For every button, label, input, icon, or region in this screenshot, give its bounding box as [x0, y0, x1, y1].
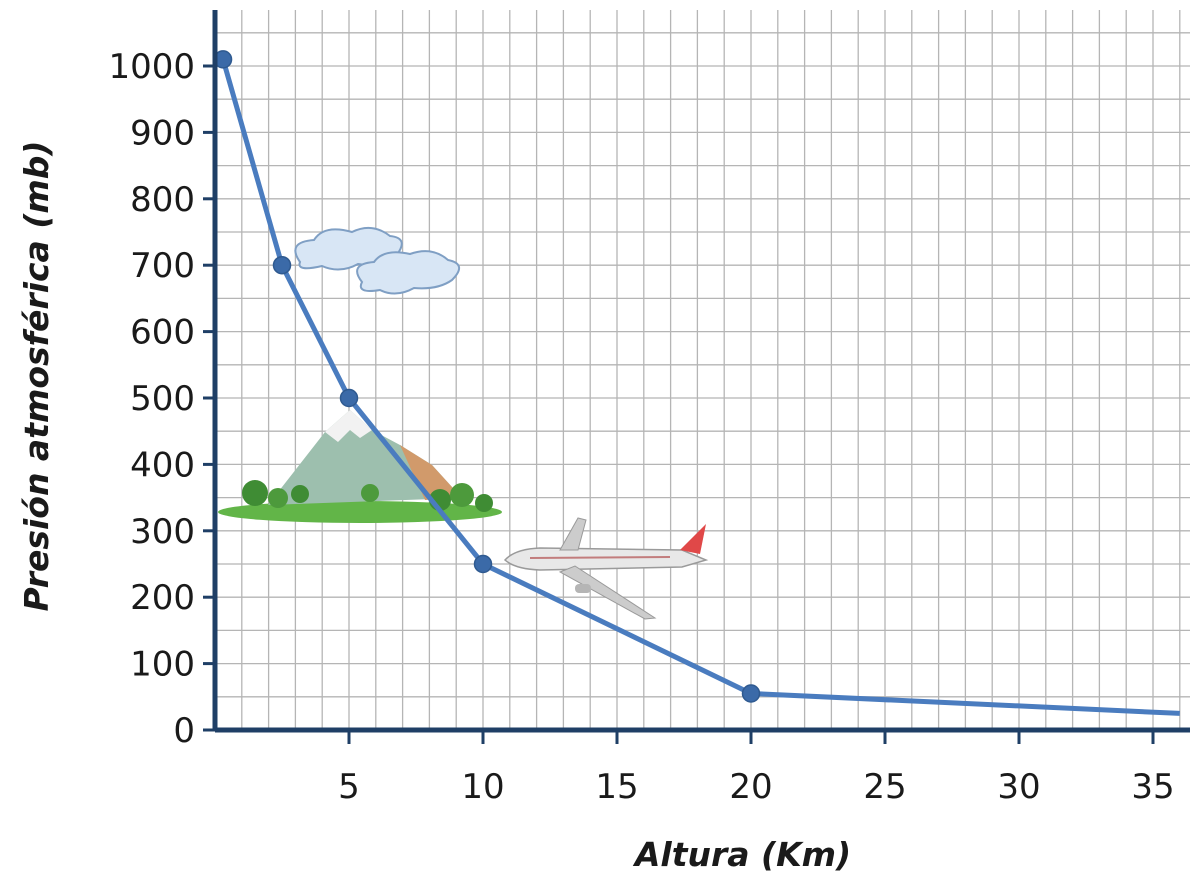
axes: [203, 10, 1190, 744]
y-tick-label: 200: [130, 578, 195, 618]
y-tick-label: 0: [173, 711, 195, 751]
pressure-line: [220, 58, 1180, 716]
data-point: [741, 684, 761, 703]
x-tick-label: 35: [1131, 767, 1174, 807]
mountain-icon: [218, 410, 502, 523]
cloud-icon: [294, 226, 460, 295]
x-tick-label: 10: [461, 767, 504, 807]
grid: [215, 10, 1190, 730]
y-tick-label: 400: [130, 445, 195, 485]
y-tick-label: 900: [130, 113, 195, 153]
x-tick-label: 15: [595, 767, 638, 807]
series-line: [213, 50, 1180, 716]
airplane-icon: [503, 517, 709, 620]
x-axis-title: Altura (Km): [632, 835, 851, 874]
y-tick-label: 600: [130, 313, 195, 353]
data-point: [272, 255, 292, 275]
y-tick-label: 800: [130, 180, 195, 220]
y-tick-label: 700: [130, 246, 195, 286]
tick-labels: 5 10 15 20 25 30 35 0 100 200 300 400 500 600 700 800 90…: [108, 47, 1174, 807]
x-tick-label: 25: [863, 767, 906, 807]
x-tick-label: 20: [729, 767, 772, 807]
y-tick-label: 300: [130, 512, 195, 552]
x-tick-label: 30: [997, 767, 1040, 807]
x-tick-label: 5: [338, 767, 360, 807]
y-tick-label: 1000: [108, 47, 195, 87]
data-point: [339, 388, 359, 408]
y-tick-label: 500: [130, 379, 195, 419]
y-axis-title: Presión atmosférica (mb): [17, 141, 56, 612]
data-point: [473, 554, 493, 574]
y-tick-label: 100: [130, 645, 195, 685]
